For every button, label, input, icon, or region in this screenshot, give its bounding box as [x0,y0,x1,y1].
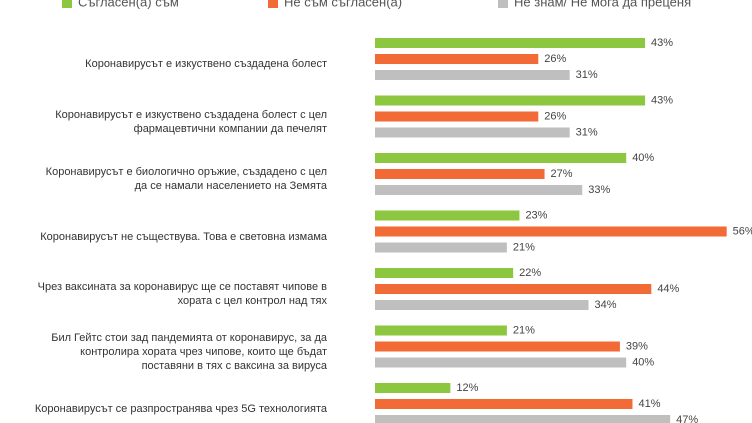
bar [375,325,507,336]
value-label: 26% [544,53,566,65]
legend-label: Не знам/ Не мога да преценя [514,0,691,9]
value-label: 21% [513,241,535,253]
category-label: Бил Гейтс стои зад пандемията от коронав… [51,331,327,372]
value-label: 12% [456,382,478,394]
value-label: 44% [657,283,679,295]
value-label: 43% [651,94,673,106]
bar [375,383,451,393]
legend-swatch [268,0,278,8]
bar [375,399,633,409]
value-label: 22% [519,267,541,279]
value-label: 39% [626,340,648,352]
value-label: 26% [544,110,566,122]
value-label: 40% [632,152,654,164]
bar [375,357,627,368]
value-label: 31% [576,126,598,138]
bar [375,284,652,294]
category-label: Коронавирусът е изкуствено създадена бол… [85,58,327,70]
value-label: 31% [576,69,598,81]
legend-label: Не съм съгласен(а) [284,0,402,9]
bar [375,111,539,122]
bar [375,38,646,48]
value-label: 34% [595,299,617,311]
bar [375,70,570,80]
value-label: 21% [513,324,535,336]
bar [375,226,727,237]
bar [375,169,545,179]
category-label: Коронавирусът е изкуствено създадена бол… [55,108,327,135]
value-label: 40% [632,356,654,368]
value-label: 33% [588,184,610,196]
bar [375,153,627,163]
category-label: Коронавирусът е биологично оръжие, създа… [45,166,327,192]
legend-swatch [62,0,72,8]
value-label: 47% [676,414,698,423]
bar [375,268,514,278]
bar [375,341,620,352]
legend-label: Съгласен(а) съм [78,0,179,9]
value-label: 41% [638,398,660,410]
value-label: 27% [551,168,573,180]
value-label: 56% [733,225,752,237]
value-label: 43% [651,37,673,49]
category-label: Коронавирусът се разпространява чрез 5G … [34,403,327,415]
bar [375,300,589,310]
bar [375,54,539,64]
bar [375,210,520,221]
bar [375,415,671,423]
bar [375,242,507,253]
bar [375,127,570,138]
legend-swatch [498,0,508,8]
category-label: Коронавирусът не съществува. Това е свет… [40,230,327,243]
bar [375,95,646,106]
value-label: 23% [525,209,547,221]
category-label: Чрез ваксината за коронавирус ще се пост… [37,281,327,307]
bar [375,185,583,195]
